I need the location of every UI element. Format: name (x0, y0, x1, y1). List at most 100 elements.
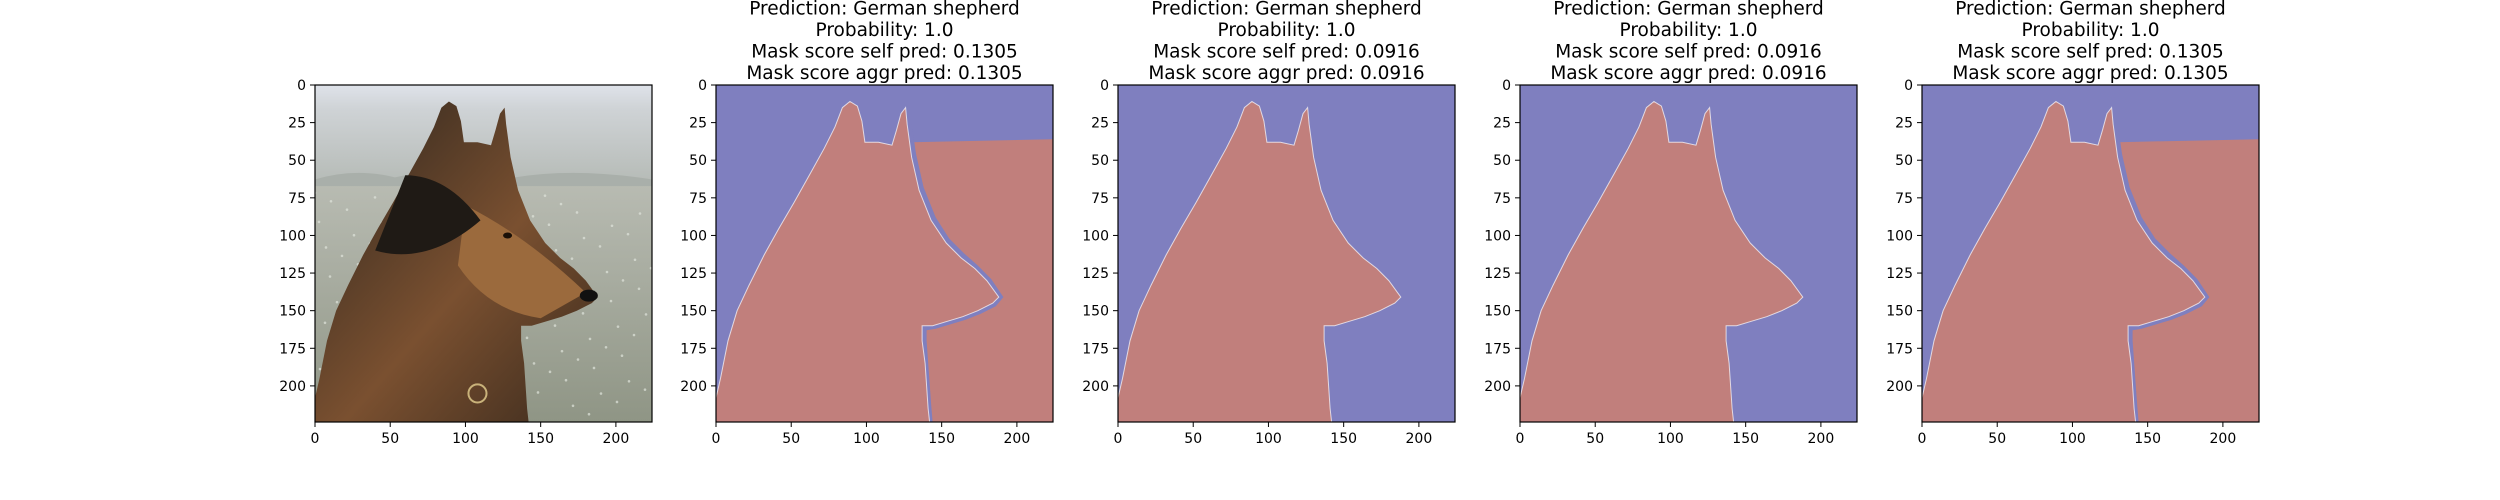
subplot-title-line: Mask score self pred: 0.1305 (1957, 42, 2224, 63)
x-tick-label: 50 (1184, 431, 1202, 447)
y-tick-label: 25 (689, 116, 707, 132)
y-tick-label: 0 (1100, 78, 1109, 94)
y-tick-label: 75 (689, 191, 707, 207)
dog-silhouette (315, 101, 598, 422)
subplot-2: 0 50 100 150 200 0 25 50 75 100 125 150 175 200 Predic… (680, 0, 1054, 447)
axes-frame (1921, 84, 2260, 423)
x-tick-label: 50 (1988, 431, 2006, 447)
subplot-title-line: Prediction: German shepherd (749, 0, 1020, 20)
y-tick-label: 75 (288, 191, 306, 207)
x-tick-label: 200 (603, 431, 630, 447)
y-tick-label: 75 (1493, 191, 1511, 207)
y-tick-label: 25 (1493, 116, 1511, 132)
y-tick-label: 0 (1502, 78, 1511, 94)
subplot-title-line: Prediction: German shepherd (1553, 0, 1824, 20)
subplot-image (716, 85, 1053, 422)
subplot-title-line: Probability: 1.0 (1620, 20, 1758, 41)
y-tick-label: 50 (689, 153, 707, 169)
subplot-title-line: Probability: 1.0 (1218, 20, 1356, 41)
y-tick-label: 200 (1484, 379, 1511, 395)
y-tick-label: 200 (1886, 379, 1913, 395)
y-tick-label: 150 (1082, 304, 1109, 320)
dog-eye (503, 232, 513, 239)
mask-foreground (1118, 101, 1401, 422)
x-tick-label: 0 (1516, 431, 1525, 447)
y-tick-label: 75 (1895, 191, 1913, 207)
y-tick-label: 200 (1082, 379, 1109, 395)
dog-muzzle (457, 205, 586, 319)
subplot-image (1520, 85, 1857, 422)
subplot-title-line: Mask score aggr pred: 0.1305 (1952, 63, 2228, 84)
subplot-title-line: Mask score aggr pred: 0.0916 (1550, 63, 1826, 84)
y-tick-label: 25 (288, 116, 306, 132)
x-tick-label: 100 (1255, 431, 1282, 447)
mask-edge (1922, 100, 2206, 422)
x-tick-label: 50 (381, 431, 399, 447)
x-tick-label: 200 (1808, 431, 1835, 447)
y-tick-label: 175 (1484, 341, 1511, 357)
y-tick-label: 50 (1091, 153, 1109, 169)
subplot-title-line: Mask score self pred: 0.0916 (1153, 42, 1420, 63)
y-tick-label: 0 (297, 78, 306, 94)
dog-nose (579, 289, 598, 302)
y-tick-label: 175 (1886, 341, 1913, 357)
y-tick-label: 175 (279, 341, 306, 357)
x-tick-label: 150 (928, 431, 955, 447)
subplot-title-line: Prediction: German shepherd (1151, 0, 1422, 20)
y-tick-label: 50 (1493, 153, 1511, 169)
x-tick-label: 200 (1406, 431, 1433, 447)
x-tick-label: 200 (1004, 431, 1031, 447)
x-tick-label: 150 (527, 431, 554, 447)
x-tick-label: 50 (1586, 431, 1604, 447)
y-tick-label: 150 (1484, 304, 1511, 320)
axes-frame (715, 84, 1054, 423)
subplot-1: 0 50 100 150 200 0 25 50 75 100 125 150 175 200 (279, 78, 653, 447)
y-tick-label: 50 (288, 153, 306, 169)
subplot-3: 0 50 100 150 200 0 25 50 75 100 125 150 175 200 Predic… (1082, 0, 1456, 447)
y-tick-label: 175 (680, 341, 707, 357)
y-tick-label: 125 (1082, 266, 1109, 282)
x-tick-label: 150 (1330, 431, 1357, 447)
y-tick-label: 50 (1895, 153, 1913, 169)
dog-head-dark (375, 175, 481, 255)
y-tick-label: 100 (1886, 228, 1913, 244)
y-tick-label: 0 (1904, 78, 1913, 94)
axes-frame (314, 84, 653, 423)
subplot-image (315, 85, 652, 422)
y-tick-label: 0 (698, 78, 707, 94)
axes-frame (1519, 84, 1858, 423)
y-tick-label: 175 (1082, 341, 1109, 357)
subplot-title-line: Mask score aggr pred: 0.0916 (1148, 63, 1424, 84)
mask-edge (1520, 100, 1804, 422)
subplot-title-line: Mask score aggr pred: 0.1305 (746, 63, 1022, 84)
y-tick-label: 100 (1484, 228, 1511, 244)
y-tick-label: 100 (1082, 228, 1109, 244)
collar-ring (467, 383, 488, 404)
y-tick-label: 200 (279, 379, 306, 395)
y-tick-label: 25 (1091, 116, 1109, 132)
x-tick-label: 50 (782, 431, 800, 447)
y-tick-label: 125 (1484, 266, 1511, 282)
subplot-image (1922, 85, 2259, 422)
subplot-title-line: Mask score self pred: 0.1305 (751, 42, 1018, 63)
y-tick-label: 100 (680, 228, 707, 244)
x-tick-label: 0 (712, 431, 721, 447)
y-tick-label: 125 (279, 266, 306, 282)
x-tick-label: 200 (2210, 431, 2237, 447)
subplot-title-line: Probability: 1.0 (816, 20, 954, 41)
x-tick-label: 0 (1918, 431, 1927, 447)
x-tick-label: 100 (452, 431, 479, 447)
y-tick-label: 200 (680, 379, 707, 395)
x-tick-label: 100 (2059, 431, 2086, 447)
y-tick-label: 150 (279, 304, 306, 320)
x-tick-label: 150 (1732, 431, 1759, 447)
mask-foreground (1520, 101, 1803, 422)
x-tick-label: 100 (853, 431, 880, 447)
subplot-title-line: Probability: 1.0 (2022, 20, 2160, 41)
mask-edge (1118, 100, 1402, 422)
mask-foreground (1922, 101, 2259, 422)
mask-edge (716, 100, 1000, 422)
x-tick-label: 150 (2134, 431, 2161, 447)
x-tick-label: 100 (1657, 431, 1684, 447)
